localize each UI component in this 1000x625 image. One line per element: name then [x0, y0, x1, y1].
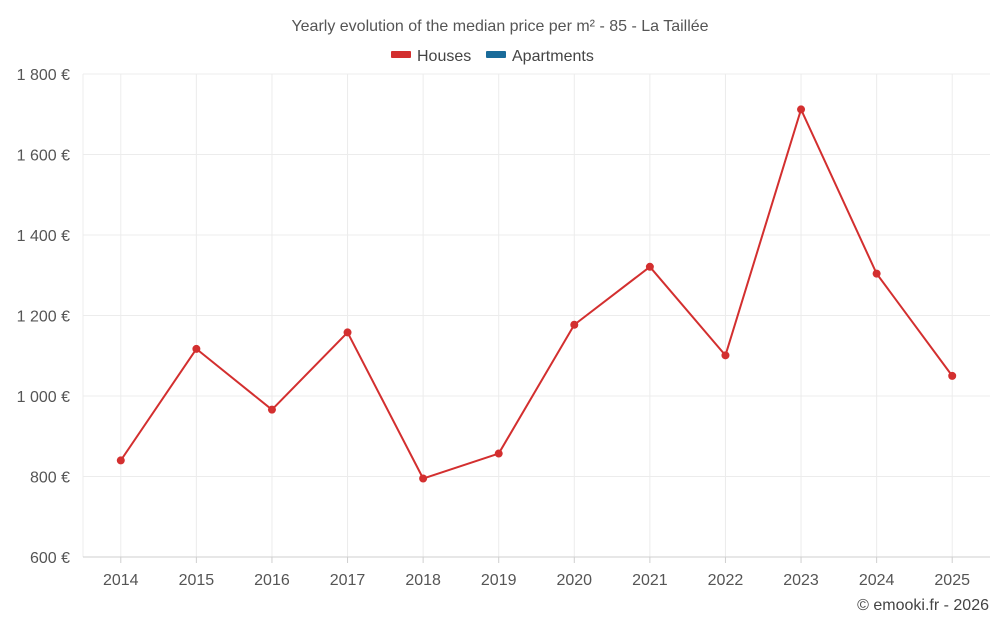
- data-point-2018[interactable]: [419, 474, 428, 483]
- y-tick-label: 1 600 €: [17, 148, 70, 165]
- x-tick-label: 2020: [556, 572, 592, 589]
- series-houses: [116, 105, 957, 483]
- data-point-2022[interactable]: [721, 351, 730, 360]
- x-tick-label: 2017: [330, 572, 366, 589]
- data-point-2016[interactable]: [267, 405, 276, 414]
- data-point-2015[interactable]: [192, 344, 201, 353]
- x-tick-label: 2024: [859, 572, 895, 589]
- x-tick-label: 2018: [405, 572, 441, 589]
- axes: [82, 74, 990, 563]
- legend-swatch-houses[interactable]: [391, 51, 411, 58]
- data-point-2020[interactable]: [570, 320, 579, 329]
- x-tick-label: 2014: [103, 572, 139, 589]
- x-tick-label: 2021: [632, 572, 668, 589]
- x-tick-label: 2023: [783, 572, 819, 589]
- y-tick-label: 1 200 €: [17, 309, 70, 326]
- y-tick-label: 1 800 €: [17, 67, 70, 84]
- data-point-2025[interactable]: [948, 371, 957, 380]
- data-point-2019[interactable]: [494, 449, 503, 458]
- x-tick-label: 2019: [481, 572, 517, 589]
- y-tick-label: 800 €: [30, 470, 70, 487]
- x-tick-label: 2025: [934, 572, 970, 589]
- data-point-2024[interactable]: [872, 269, 881, 278]
- legend-label-houses[interactable]: Houses: [417, 48, 471, 65]
- x-axis-ticks: 2014 2015 2016 2017 2018 2019 2020 2021 2022 2023…: [103, 572, 970, 589]
- y-axis-ticks: 600 € 800 € 1 000 € 1 200 € 1 400 € 1 600 € 1 …: [17, 67, 70, 567]
- legend-swatch-apartments[interactable]: [486, 51, 506, 58]
- legend: Houses Apartments: [391, 48, 594, 65]
- gridlines: [83, 73, 990, 557]
- legend-label-apartments[interactable]: Apartments: [512, 48, 594, 65]
- x-tick-label: 2016: [254, 572, 290, 589]
- y-tick-label: 1 400 €: [17, 228, 70, 245]
- data-point-2017[interactable]: [343, 328, 352, 337]
- data-point-2021[interactable]: [645, 262, 654, 271]
- credit-text: © emooki.fr - 2026: [857, 597, 989, 614]
- x-tick-label: 2015: [179, 572, 215, 589]
- series-line-houses: [119, 108, 954, 480]
- y-tick-label: 600 €: [30, 550, 70, 567]
- data-point-2014[interactable]: [116, 456, 125, 465]
- y-tick-label: 1 000 €: [17, 389, 70, 406]
- chart-title: Yearly evolution of the median price per…: [291, 18, 708, 35]
- data-point-2023[interactable]: [797, 105, 806, 114]
- x-tick-label: 2022: [708, 572, 744, 589]
